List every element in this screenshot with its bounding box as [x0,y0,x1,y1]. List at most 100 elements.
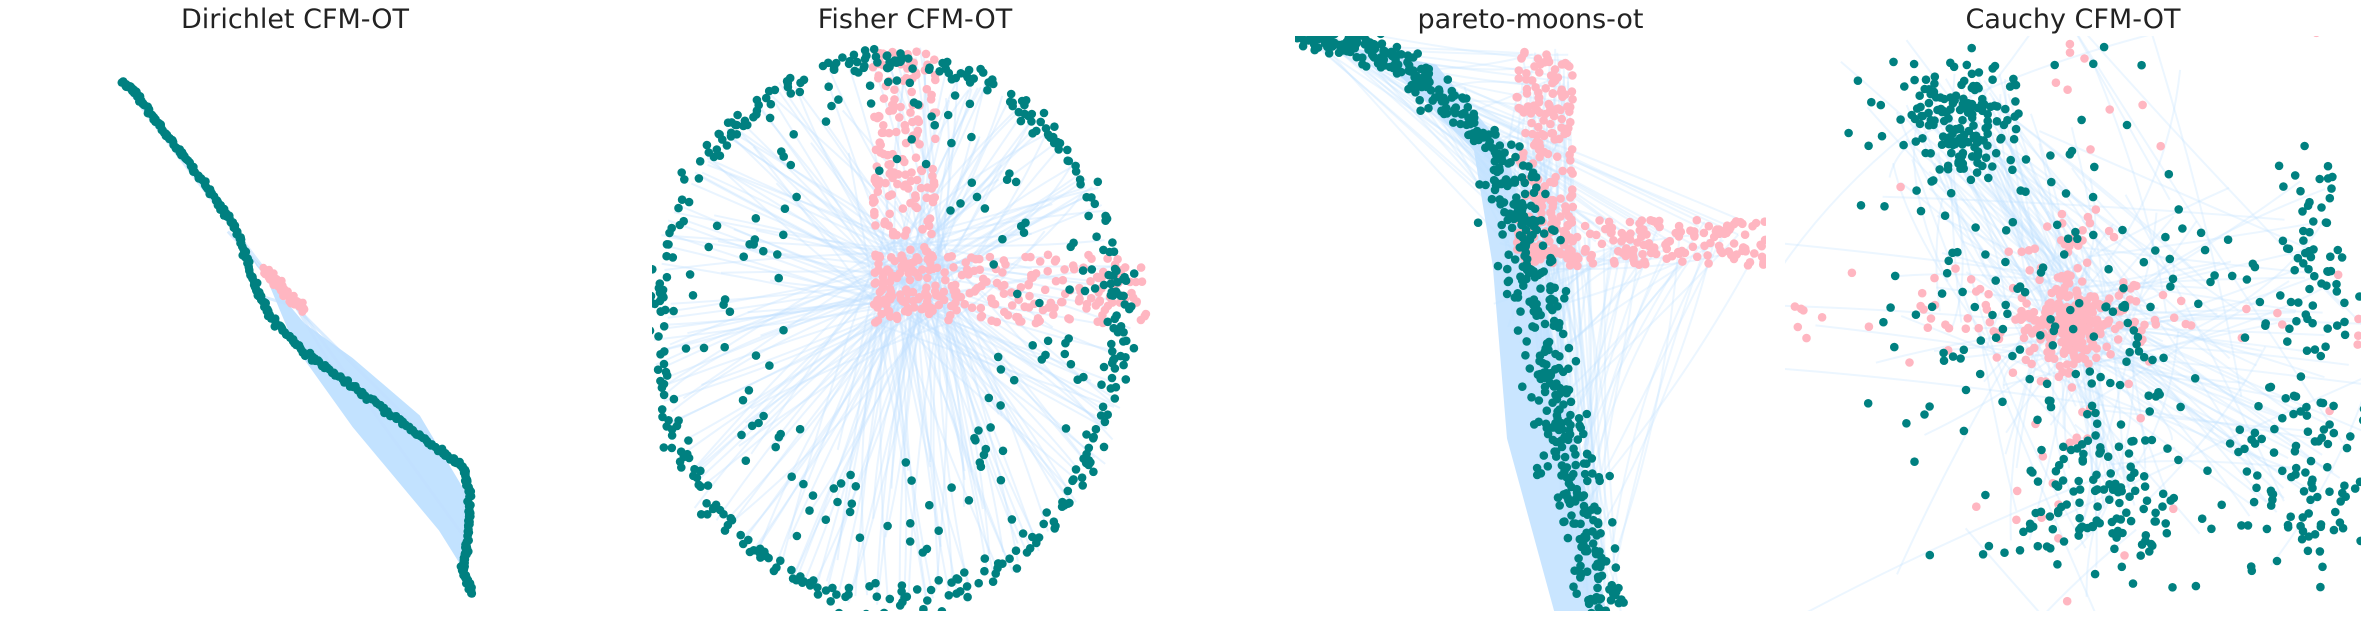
target-point [1536,469,1546,478]
source-point [1531,83,1540,92]
target-point [980,566,989,576]
target-point [1490,185,1500,195]
target-point [907,476,916,485]
source-point [1802,333,1811,343]
source-point [877,285,886,295]
target-point [821,515,831,524]
target-point [765,361,774,370]
target-point [1011,546,1021,555]
target-point [2307,478,2316,488]
target-point [1503,264,1512,274]
target-point [2118,225,2127,235]
target-point [2033,415,2042,425]
target-point [2091,431,2100,440]
source-point [874,73,883,83]
source-point [885,209,894,219]
target-point [1540,373,1550,383]
target-point [821,117,831,126]
chart-title: Dirichlet CFM-OT [180,4,410,35]
target-point [1511,198,1521,207]
target-point [1295,36,1302,43]
source-point [939,295,949,305]
source-point [1051,276,1061,286]
target-point [1465,130,1474,139]
source-point [927,229,936,239]
target-point [1039,519,1048,529]
source-point [897,251,906,260]
source-point [923,273,932,283]
target-point [1534,396,1544,405]
target-point [779,152,788,161]
target-point [1924,108,1933,118]
target-point [1911,310,1921,320]
source-point [1896,182,1905,192]
target-point [1503,277,1513,287]
target-point [2158,489,2168,499]
target-point [2001,226,2011,235]
source-point [2012,486,2022,496]
target-point [841,592,850,602]
source-point [1095,297,1105,306]
source-point [1044,303,1053,312]
flow-line [890,305,1096,417]
source-point [1545,237,1554,246]
flow-line [1945,125,2007,299]
target-point [2305,197,2314,207]
target-point [1497,220,1506,230]
source-point [1692,215,1702,225]
source-point [920,242,929,252]
target-point [787,565,796,575]
target-point [2050,322,2060,331]
flow-line [1449,110,1729,227]
target-point [2278,236,2288,246]
target-point [1614,583,1623,593]
flow-line [725,242,943,522]
target-point [1959,426,1969,436]
target-point [967,178,977,187]
target-point [2088,192,2098,202]
source-point [907,87,916,97]
target-point [656,376,665,386]
target-point [1456,119,1465,129]
flow-line [797,312,889,574]
source-point [2150,315,2160,325]
target-point [925,63,934,72]
target-point [2268,490,2278,499]
target-point [965,78,975,87]
target-point [674,203,683,213]
target-point [1543,462,1553,471]
target-point [984,393,994,403]
target-point [1942,268,1952,278]
source-point [2273,308,2282,318]
source-point [1068,261,1078,270]
target-point [1557,418,1566,428]
target-point [756,553,765,562]
target-point [1558,367,1568,377]
flow-line [2081,219,2260,478]
target-point [2090,162,2099,172]
flow-line [896,316,998,567]
target-point [1960,135,1969,145]
source-point [1992,353,2002,362]
target-point [2194,299,2203,309]
flow-line [747,302,876,314]
source-point [882,300,891,310]
target-point [2120,303,2130,312]
target-point [680,175,689,184]
source-point [1629,245,1638,255]
source-point [1568,95,1577,104]
target-point [2304,246,2314,256]
flow-line [1900,314,2310,478]
target-point [1443,75,1453,84]
target-point [655,288,665,298]
flow-lines [1295,36,1757,611]
flow-line [2082,260,2232,297]
target-point [1528,322,1537,331]
source-point [2055,309,2065,319]
source-point [2087,341,2097,351]
target-point [1525,364,1535,373]
source-point [298,298,307,307]
target-point [1947,148,1956,158]
target-point [1953,247,1962,257]
target-point [1964,126,1974,136]
